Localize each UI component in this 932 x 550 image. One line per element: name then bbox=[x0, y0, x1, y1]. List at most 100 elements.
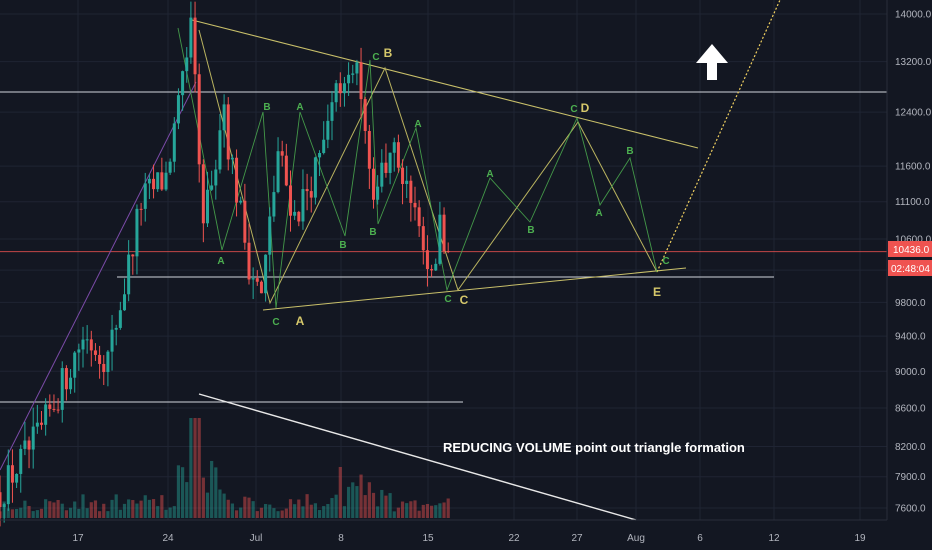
drawing-lines[interactable] bbox=[0, 0, 887, 521]
candle-body[interactable] bbox=[15, 473, 19, 483]
candle-body[interactable] bbox=[442, 214, 446, 252]
candle-body[interactable] bbox=[168, 161, 172, 173]
candle-body[interactable] bbox=[40, 422, 43, 425]
candle-body[interactable] bbox=[401, 167, 405, 185]
candle-body[interactable] bbox=[289, 185, 292, 216]
candle-body[interactable] bbox=[396, 142, 400, 168]
candle-body[interactable] bbox=[102, 363, 106, 373]
candle-body[interactable] bbox=[48, 404, 52, 409]
candle-body[interactable] bbox=[380, 162, 384, 187]
candle-body[interactable] bbox=[409, 180, 413, 203]
candle-body[interactable] bbox=[405, 180, 409, 185]
candle-body[interactable] bbox=[338, 83, 342, 94]
candle-body[interactable] bbox=[222, 104, 226, 131]
candle-body[interactable] bbox=[417, 207, 421, 227]
candle-body[interactable] bbox=[69, 377, 73, 390]
candle-body[interactable] bbox=[73, 352, 77, 378]
candle-body[interactable] bbox=[425, 250, 429, 270]
candle-body[interactable] bbox=[218, 130, 222, 170]
candle-body[interactable] bbox=[93, 350, 97, 355]
candle-body[interactable] bbox=[118, 310, 122, 328]
candle-body[interactable] bbox=[110, 329, 114, 352]
candle-body[interactable] bbox=[239, 200, 243, 203]
candle-body[interactable] bbox=[243, 200, 247, 243]
candle-body[interactable] bbox=[363, 99, 367, 131]
candle-body[interactable] bbox=[172, 123, 176, 162]
candle-body[interactable] bbox=[27, 440, 31, 450]
candle-body[interactable] bbox=[384, 162, 388, 173]
candle-body[interactable] bbox=[309, 191, 313, 198]
candle-body[interactable] bbox=[251, 278, 255, 280]
candle-body[interactable] bbox=[176, 95, 180, 124]
candle-body[interactable] bbox=[313, 157, 317, 198]
candle-body[interactable] bbox=[247, 242, 251, 280]
candle-body[interactable] bbox=[326, 120, 330, 140]
candle-body[interactable] bbox=[189, 17, 193, 58]
candle-body[interactable] bbox=[235, 157, 239, 203]
candle-body[interactable] bbox=[230, 157, 234, 160]
candle-body[interactable] bbox=[272, 192, 276, 217]
candle-body[interactable] bbox=[60, 368, 64, 410]
candle-body[interactable] bbox=[322, 139, 326, 153]
triangle-upper-trendline[interactable] bbox=[191, 19, 699, 149]
candle-body[interactable] bbox=[342, 83, 346, 94]
candle-body[interactable] bbox=[367, 130, 371, 169]
candle-body[interactable] bbox=[446, 251, 450, 253]
candle-body[interactable] bbox=[143, 183, 147, 209]
candle-body[interactable] bbox=[318, 152, 322, 158]
candle-body[interactable] bbox=[152, 178, 156, 190]
candle-body[interactable] bbox=[359, 62, 363, 100]
candle-body[interactable] bbox=[392, 142, 396, 153]
candle-body[interactable] bbox=[372, 168, 375, 200]
candle-body[interactable] bbox=[210, 185, 214, 190]
candle-body[interactable] bbox=[44, 404, 48, 425]
candle-body[interactable] bbox=[139, 208, 143, 210]
rising-trendline[interactable] bbox=[0, 81, 197, 471]
candle-body[interactable] bbox=[0, 492, 2, 508]
candle-body[interactable] bbox=[430, 269, 434, 271]
candle-body[interactable] bbox=[226, 104, 230, 160]
candle-body[interactable] bbox=[164, 172, 168, 190]
candle-body[interactable] bbox=[31, 426, 35, 450]
candle-body[interactable] bbox=[10, 465, 14, 483]
volume-trendline[interactable] bbox=[198, 393, 637, 521]
candle-body[interactable] bbox=[181, 71, 185, 96]
candle-body[interactable] bbox=[264, 254, 268, 294]
candle-body[interactable] bbox=[255, 278, 259, 282]
candle-body[interactable] bbox=[52, 408, 56, 410]
candle-body[interactable] bbox=[160, 172, 164, 190]
candle-body[interactable] bbox=[147, 178, 151, 184]
candle-body[interactable] bbox=[214, 169, 218, 186]
candle-body[interactable] bbox=[81, 339, 85, 350]
candle-body[interactable] bbox=[355, 62, 359, 74]
candle-body[interactable] bbox=[268, 216, 272, 255]
candle-body[interactable] bbox=[297, 211, 301, 222]
candle-body[interactable] bbox=[156, 172, 160, 190]
candle-body[interactable] bbox=[347, 74, 351, 84]
breakout-projection-line[interactable] bbox=[656, 0, 781, 273]
candle-body[interactable] bbox=[351, 73, 355, 75]
candle-body[interactable] bbox=[127, 254, 131, 295]
candle-body[interactable] bbox=[193, 17, 197, 75]
candle-body[interactable] bbox=[259, 281, 263, 294]
candle-body[interactable] bbox=[123, 294, 126, 311]
candle-body[interactable] bbox=[206, 189, 209, 224]
candle-body[interactable] bbox=[114, 327, 118, 330]
candle-body[interactable] bbox=[284, 155, 288, 186]
candle-body[interactable] bbox=[201, 164, 205, 224]
candle-body[interactable] bbox=[2, 504, 6, 508]
candle-body[interactable] bbox=[438, 214, 442, 264]
candle-body[interactable] bbox=[85, 339, 89, 341]
candle-body[interactable] bbox=[6, 465, 10, 505]
candle-body[interactable] bbox=[19, 448, 23, 474]
candle-body[interactable] bbox=[185, 57, 189, 72]
candle-body[interactable] bbox=[131, 254, 135, 257]
candle-body[interactable] bbox=[434, 263, 438, 271]
candle-body[interactable] bbox=[89, 339, 93, 351]
candle-body[interactable] bbox=[197, 74, 201, 165]
candle-body[interactable] bbox=[56, 409, 60, 411]
candle-body[interactable] bbox=[23, 440, 27, 449]
candle-body[interactable] bbox=[280, 151, 284, 156]
candle-body[interactable] bbox=[135, 208, 139, 257]
